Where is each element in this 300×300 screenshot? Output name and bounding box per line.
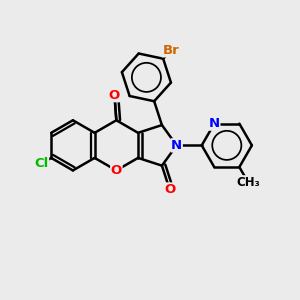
Text: Br: Br xyxy=(162,44,179,57)
Text: Cl: Cl xyxy=(34,157,49,170)
Text: O: O xyxy=(164,183,175,196)
Text: CH₃: CH₃ xyxy=(236,176,260,189)
Text: N: N xyxy=(209,117,220,130)
Text: O: O xyxy=(111,164,122,177)
Text: O: O xyxy=(109,89,120,102)
Text: N: N xyxy=(171,139,182,152)
